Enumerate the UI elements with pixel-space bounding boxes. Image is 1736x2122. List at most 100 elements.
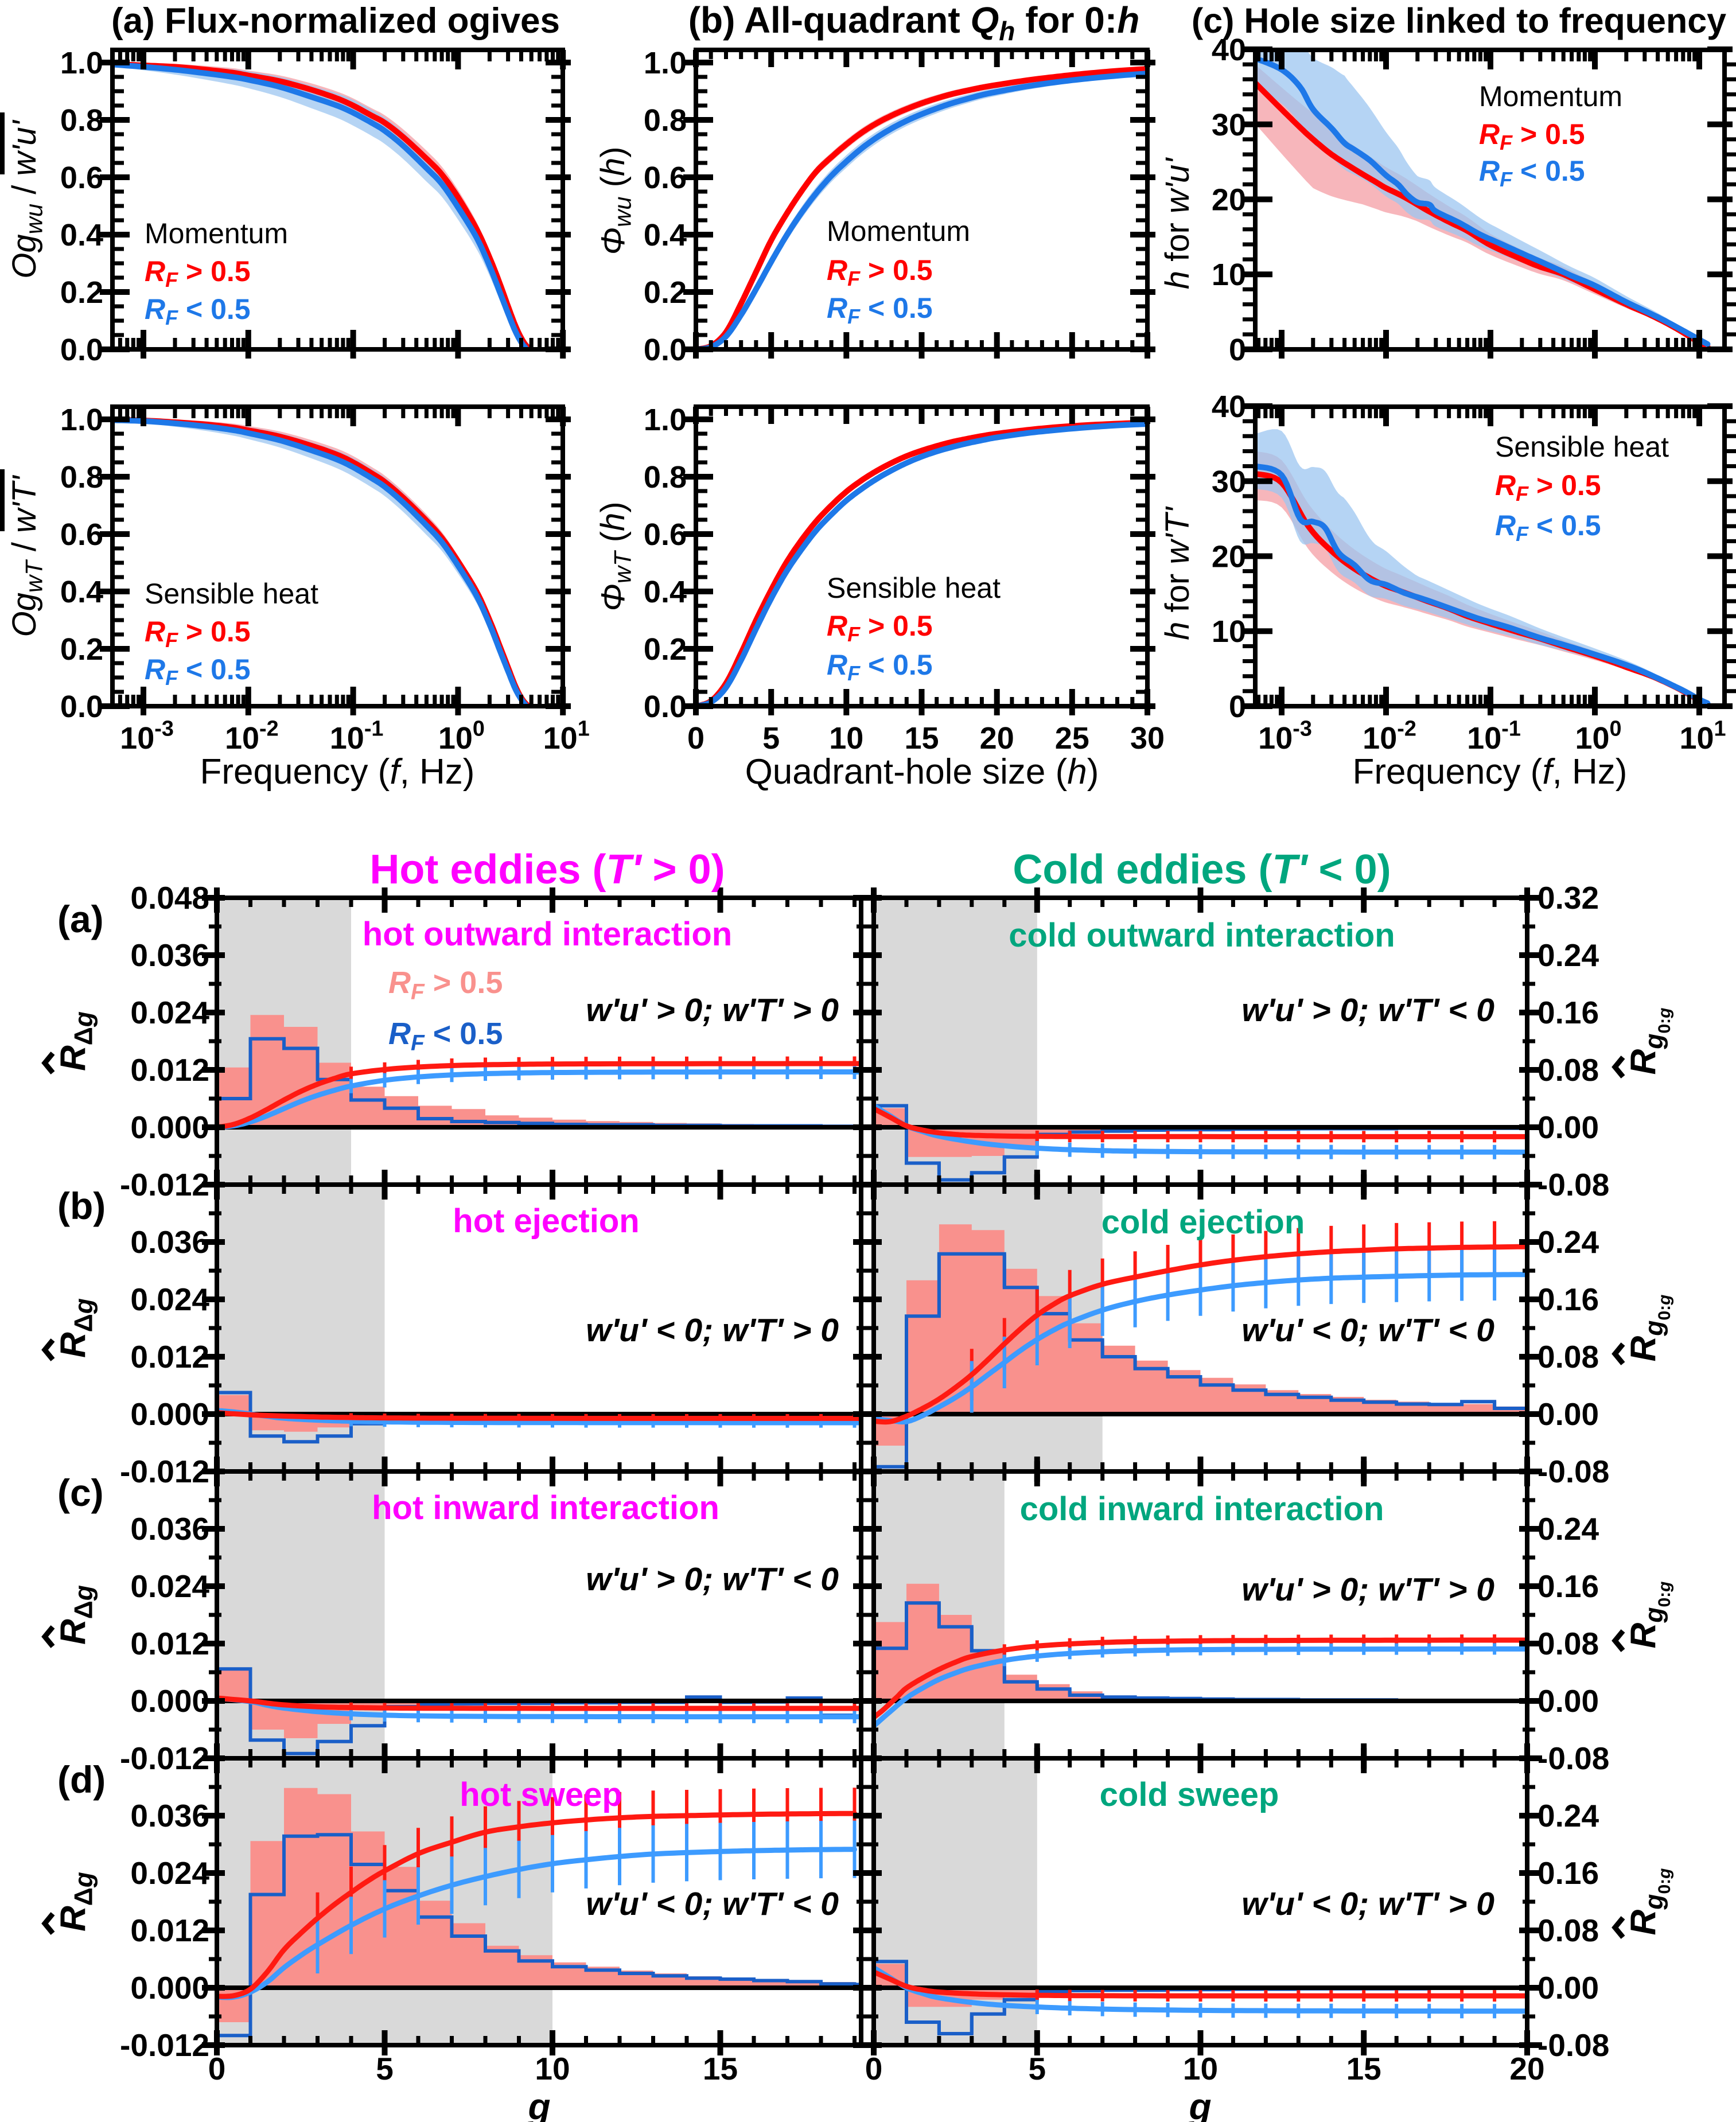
svg-text:-0.012: -0.012 (120, 2027, 209, 2063)
svg-text:0.2: 0.2 (644, 632, 687, 667)
svg-text:RΔg: RΔg (53, 1872, 98, 1932)
svg-text:0.4: 0.4 (644, 218, 687, 252)
svg-text:Rg0:g: Rg0:g (1624, 1581, 1674, 1648)
svg-text:10: 10 (1212, 614, 1246, 649)
svg-text:20: 20 (1212, 540, 1246, 574)
svg-text:-0.08: -0.08 (1538, 2027, 1609, 2063)
svg-text:30: 30 (1212, 465, 1246, 499)
svg-text:15: 15 (904, 721, 939, 756)
svg-text:0: 0 (1229, 333, 1246, 367)
svg-text:10: 10 (1183, 2051, 1218, 2086)
svg-text:0.024: 0.024 (130, 1282, 209, 1317)
svg-text:RΔg: RΔg (53, 1298, 98, 1358)
svg-text:25: 25 (1055, 721, 1089, 756)
svg-text:0.00: 0.00 (1538, 1970, 1599, 2006)
svg-text:0.000: 0.000 (130, 1109, 209, 1145)
svg-text:0.6: 0.6 (60, 517, 103, 552)
svg-text:RF > 0.5: RF > 0.5 (145, 255, 251, 291)
svg-text:h for w'u': h for w'u' (1159, 157, 1196, 289)
svg-text:15: 15 (1346, 2051, 1381, 2086)
svg-text:0.012: 0.012 (130, 1052, 209, 1088)
svg-text:(c) Hole size linked to freque: (c) Hole size linked to frequency (1192, 1, 1726, 40)
svg-text:10-2: 10-2 (1363, 717, 1416, 756)
svg-text:Φwu (h): Φwu (h) (594, 146, 636, 255)
svg-text:0.8: 0.8 (644, 103, 687, 138)
svg-text:30: 30 (1130, 721, 1165, 756)
svg-text:0.6: 0.6 (644, 517, 687, 552)
svg-text:hot outward interaction: hot outward interaction (363, 916, 732, 953)
svg-text:1.0: 1.0 (60, 403, 103, 437)
svg-text:Cold eddies (T' < 0): Cold eddies (T' < 0) (1013, 847, 1391, 893)
svg-text:0: 0 (865, 2051, 883, 2086)
svg-text:hot inward interaction: hot inward interaction (372, 1489, 719, 1527)
svg-text:0.036: 0.036 (130, 937, 209, 973)
svg-text:Sensible heat: Sensible heat (827, 572, 1001, 604)
svg-text:cold inward interaction: cold inward interaction (1020, 1490, 1384, 1528)
svg-text:-0.08: -0.08 (1538, 1167, 1609, 1202)
svg-text:0.16: 0.16 (1538, 1855, 1599, 1891)
svg-text:(a) Flux-normalized ogives: (a) Flux-normalized ogives (111, 1, 560, 41)
svg-text:30: 30 (1212, 108, 1246, 142)
svg-text:10-2: 10-2 (225, 717, 279, 756)
svg-text:0.6: 0.6 (644, 161, 687, 195)
svg-text:0: 0 (687, 721, 704, 756)
svg-text:20: 20 (1212, 183, 1246, 217)
svg-text:(a): (a) (57, 898, 104, 940)
svg-text:0.08: 0.08 (1538, 1913, 1599, 1948)
svg-text:0.024: 0.024 (130, 995, 209, 1030)
svg-text:g: g (527, 2086, 550, 2122)
svg-text:RF > 0.5: RF > 0.5 (388, 965, 503, 1004)
svg-text:40: 40 (1212, 390, 1246, 424)
svg-text:101: 101 (1679, 717, 1726, 756)
svg-text:(b): (b) (57, 1185, 106, 1227)
svg-text:0.8: 0.8 (644, 460, 687, 495)
svg-text:0.08: 0.08 (1538, 1339, 1599, 1375)
svg-text:RF > 0.5: RF > 0.5 (1479, 118, 1585, 154)
svg-text:w'u' < 0; w'T' > 0: w'u' < 0; w'T' > 0 (586, 1312, 839, 1349)
svg-text:0.24: 0.24 (1538, 937, 1599, 973)
svg-text:100: 100 (438, 717, 485, 756)
svg-text:-0.012: -0.012 (120, 1741, 209, 1776)
svg-text:RΔg: RΔg (53, 1585, 98, 1645)
svg-text:1.0: 1.0 (60, 46, 103, 80)
svg-text:5: 5 (1029, 2051, 1046, 2086)
svg-text:Momentum: Momentum (1479, 80, 1622, 112)
svg-text:w'u' > 0; w'T' < 0: w'u' > 0; w'T' < 0 (1241, 992, 1494, 1029)
svg-text:1.0: 1.0 (644, 46, 687, 80)
svg-text:0.24: 0.24 (1538, 1798, 1599, 1833)
svg-text:Sensible heat: Sensible heat (145, 578, 318, 610)
svg-text:-0.08: -0.08 (1538, 1741, 1609, 1776)
svg-text:cold outward interaction: cold outward interaction (1009, 917, 1395, 954)
svg-text:0: 0 (1229, 690, 1246, 724)
svg-text:Frequency (f, Hz): Frequency (f, Hz) (200, 752, 475, 792)
svg-text:Quadrant-hole size (h): Quadrant-hole size (h) (745, 752, 1099, 792)
svg-text:(c): (c) (57, 1471, 104, 1514)
svg-text:0.012: 0.012 (130, 1913, 209, 1948)
svg-text:cold sweep: cold sweep (1100, 1776, 1279, 1813)
svg-text:0.0: 0.0 (644, 690, 687, 724)
svg-text:0.16: 0.16 (1538, 1568, 1599, 1604)
svg-text:0.036: 0.036 (130, 1511, 209, 1547)
svg-text:g: g (1188, 2086, 1211, 2122)
svg-text:RF > 0.5: RF > 0.5 (1495, 469, 1601, 505)
svg-text:5: 5 (376, 2051, 394, 2086)
svg-text:0.00: 0.00 (1538, 1683, 1599, 1719)
svg-text:w'u' < 0; w'T' < 0: w'u' < 0; w'T' < 0 (1241, 1312, 1494, 1349)
svg-text:RF < 0.5: RF < 0.5 (145, 653, 251, 690)
svg-text:(b) All-quadrant Qh for 0:h: (b) All-quadrant Qh for 0:h (688, 0, 1140, 46)
svg-text:20: 20 (1509, 2051, 1544, 2086)
svg-text:10-3: 10-3 (1258, 717, 1312, 756)
svg-text:100: 100 (1575, 717, 1621, 756)
svg-text:0.000: 0.000 (130, 1970, 209, 2006)
svg-text:10: 10 (1212, 258, 1246, 292)
svg-text:0.0: 0.0 (60, 333, 103, 367)
svg-text:Hot eddies (T' > 0): Hot eddies (T' > 0) (369, 847, 725, 893)
svg-text:0.4: 0.4 (644, 575, 687, 609)
svg-text:0.08: 0.08 (1538, 1052, 1599, 1088)
svg-text:0.0: 0.0 (60, 690, 103, 724)
svg-text:(d): (d) (57, 1758, 106, 1801)
svg-text:RF > 0.5: RF > 0.5 (827, 610, 933, 646)
svg-text:0.08: 0.08 (1538, 1626, 1599, 1661)
svg-text:0.2: 0.2 (644, 275, 687, 310)
svg-text:20: 20 (980, 721, 1014, 756)
